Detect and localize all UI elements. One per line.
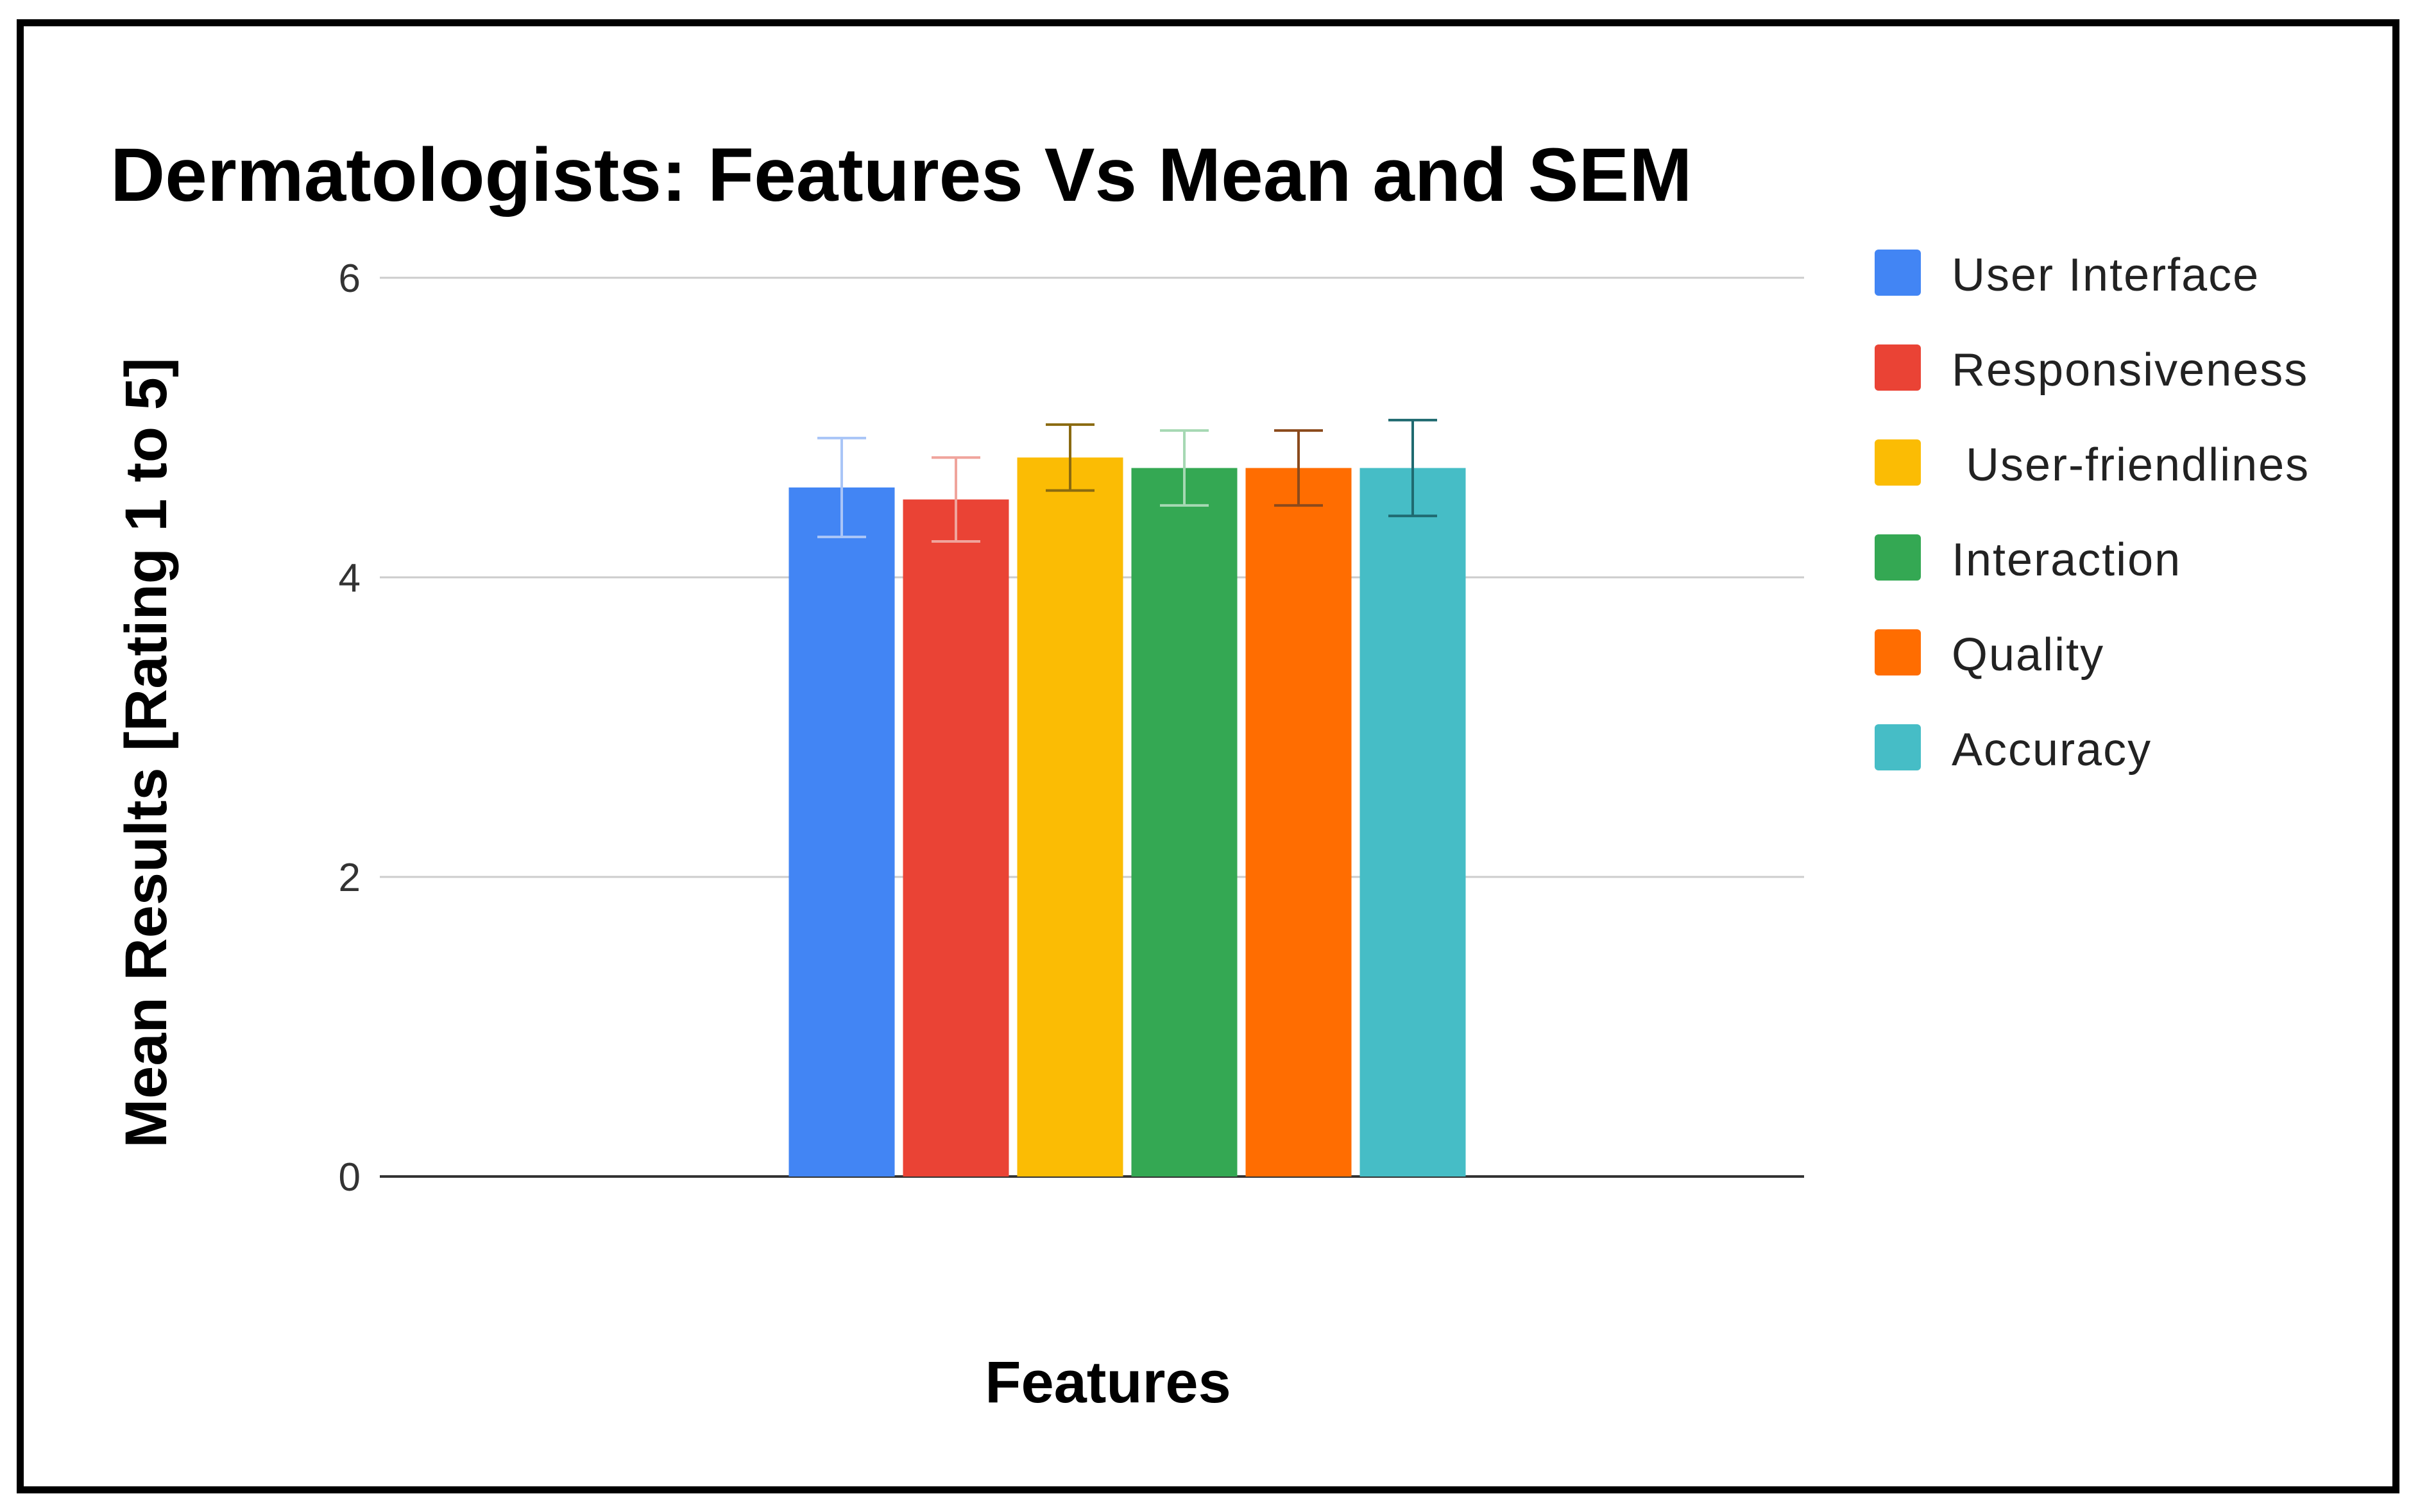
legend: User Interface Responsiveness User-friend… [1875,250,2310,776]
legend-label-3: Interaction [1952,534,2181,586]
bar-1 [903,499,1009,1176]
chart-svg: Dermatologists: Features Vs Mean and SEM… [110,133,2310,1415]
bar-2 [1017,457,1123,1177]
legend-swatch-3 [1875,534,1921,581]
chart-title: Dermatologists: Features Vs Mean and SEM [110,133,1692,217]
y-tick-label-2: 4 [339,556,361,600]
y-tick-label-0: 0 [339,1155,361,1200]
x-axis-title: Features [985,1350,1231,1415]
error-bar-3 [1160,429,1209,507]
error-bar-0 [817,436,866,538]
error-bar-2 [1046,423,1095,492]
legend-swatch-4 [1875,629,1921,675]
legend-label-1: Responsiveness [1952,344,2308,396]
error-bar-5 [1388,418,1437,518]
legend-swatch-5 [1875,724,1921,770]
legend-label-5: Accuracy [1952,724,2152,776]
y-tick-label-1: 2 [339,856,361,900]
legend-label-2: User-friendlines [1952,439,2310,491]
bar-3 [1131,468,1238,1177]
error-bar-1 [932,456,980,543]
bar-4 [1245,468,1352,1177]
error-bar-4 [1274,429,1323,507]
legend-swatch-2 [1875,439,1921,486]
bar-5 [1359,468,1466,1177]
legend-swatch-0 [1875,250,1921,296]
y-tick-label-3: 6 [339,257,361,301]
legend-swatch-1 [1875,344,1921,391]
bars [788,418,1466,1177]
chart-frame: Dermatologists: Features Vs Mean and SEM… [17,19,2399,1493]
legend-label-0: User Interface [1952,250,2260,301]
legend-label-4: Quality [1952,629,2104,681]
y-axis-title: Mean Results [Rating 1 to 5] [114,358,179,1148]
bar-0 [788,487,895,1176]
